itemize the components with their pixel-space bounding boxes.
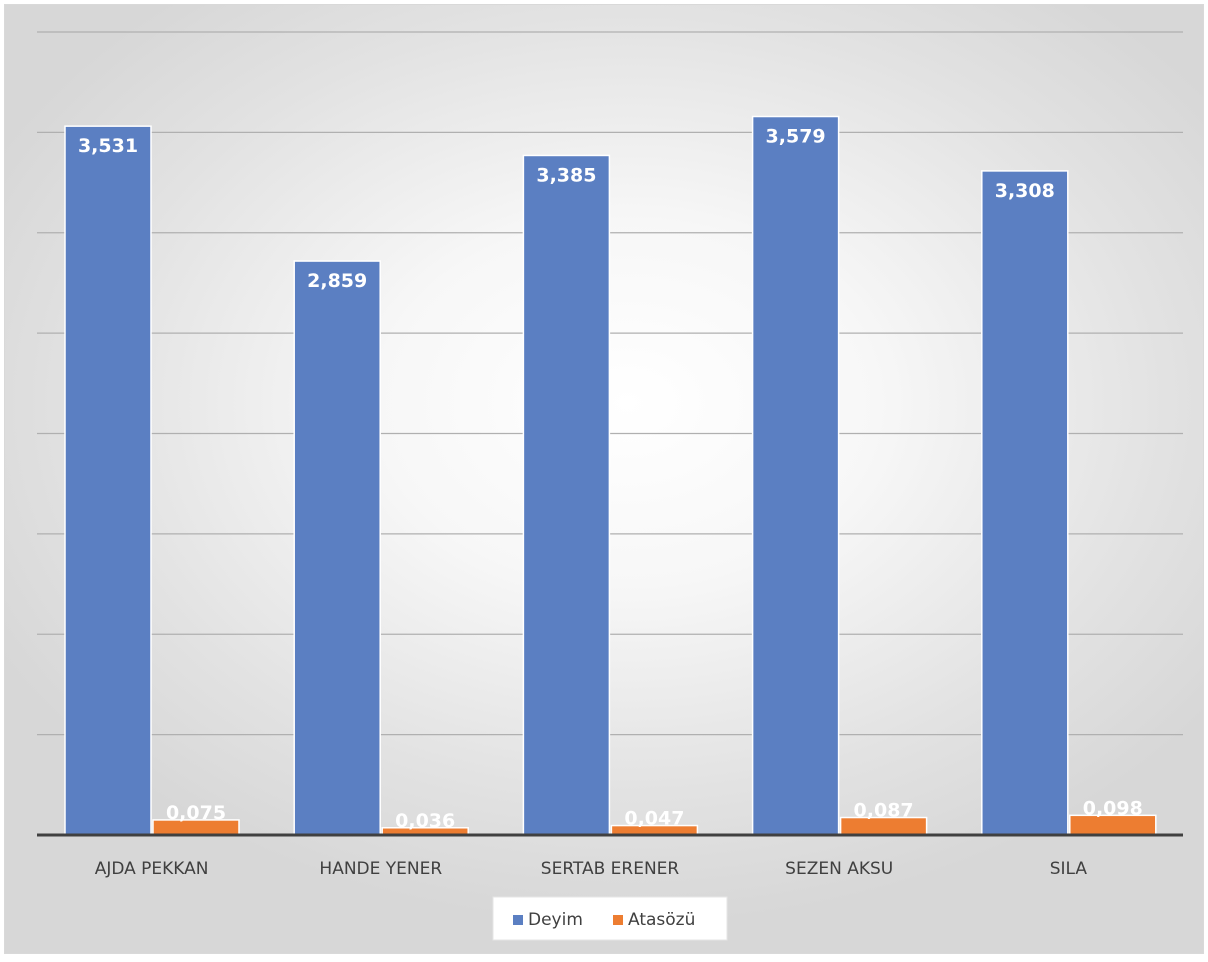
legend-swatch bbox=[513, 915, 523, 925]
deyim-bar bbox=[293, 260, 381, 836]
data-label: 0,047 bbox=[624, 808, 684, 830]
deyim-bar bbox=[981, 170, 1069, 836]
legend: Deyim Atasözü bbox=[492, 896, 728, 941]
category-label: AJDA PEKKAN bbox=[95, 859, 209, 879]
deyim-bar bbox=[751, 115, 840, 836]
category-label: SERTAB ERENER bbox=[541, 859, 680, 879]
bar-chart: 3,531 0,075 2,859 0,036 3,385 0,047 3,579 0,087… bbox=[37, 31, 1183, 941]
category-label: HANDE YENER bbox=[319, 859, 442, 879]
data-label: 0,098 bbox=[1083, 797, 1143, 819]
x-axis: AJDA PEKKAN HANDE YENER SERTAB ERENER SEZEN… bbox=[37, 833, 1183, 879]
data-label: 3,531 bbox=[78, 135, 138, 157]
bars: 3,531 0,075 2,859 0,036 3,385 0,047 3,579 0,087… bbox=[64, 115, 1157, 836]
data-label: 0,036 bbox=[395, 810, 455, 832]
data-label: 3,579 bbox=[766, 126, 826, 148]
data-label: 3,308 bbox=[995, 180, 1055, 202]
data-label: 3,385 bbox=[536, 164, 596, 186]
category-label: SEZEN AKSU bbox=[785, 859, 893, 879]
deyim-bar bbox=[522, 154, 611, 836]
data-label: 2,859 bbox=[307, 270, 367, 292]
data-label: 0,075 bbox=[166, 802, 226, 824]
deyim-bar bbox=[64, 125, 152, 836]
legend-label: Deyim bbox=[528, 910, 583, 930]
legend-label: Atasözü bbox=[628, 910, 695, 930]
chart-area: 3,531 0,075 2,859 0,036 3,385 0,047 3,579 0,087… bbox=[4, 4, 1204, 954]
category-label: SILA bbox=[1050, 859, 1088, 879]
legend-box bbox=[492, 896, 728, 941]
data-label: 0,087 bbox=[854, 800, 914, 822]
legend-swatch bbox=[613, 915, 623, 925]
